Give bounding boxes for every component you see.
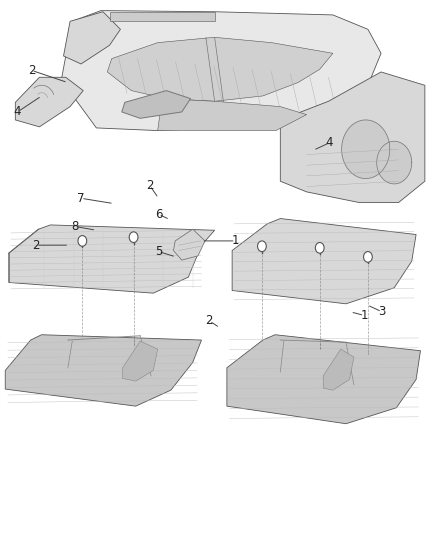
Text: 8: 8 <box>72 220 79 233</box>
Text: 7: 7 <box>77 192 85 205</box>
Polygon shape <box>122 91 191 118</box>
Circle shape <box>258 241 266 252</box>
Polygon shape <box>107 37 333 101</box>
Text: 2: 2 <box>28 64 35 77</box>
Polygon shape <box>5 335 201 406</box>
Polygon shape <box>342 120 390 179</box>
Text: 5: 5 <box>155 245 162 258</box>
Circle shape <box>129 232 138 243</box>
Circle shape <box>364 252 372 262</box>
Polygon shape <box>227 335 420 424</box>
Text: 3: 3 <box>378 305 385 318</box>
Circle shape <box>78 236 87 246</box>
Polygon shape <box>61 11 381 131</box>
Text: 1: 1 <box>232 235 240 247</box>
Polygon shape <box>64 12 120 64</box>
Polygon shape <box>232 219 416 304</box>
Polygon shape <box>323 349 354 390</box>
Text: 6: 6 <box>155 208 162 221</box>
Text: 4: 4 <box>325 136 333 149</box>
Text: 2: 2 <box>32 239 40 252</box>
Text: 2: 2 <box>205 314 213 327</box>
Polygon shape <box>15 77 83 127</box>
Polygon shape <box>173 229 205 260</box>
Polygon shape <box>110 12 215 21</box>
Polygon shape <box>123 341 158 381</box>
Text: 2: 2 <box>146 179 154 192</box>
Text: 4: 4 <box>14 106 21 118</box>
Polygon shape <box>9 225 215 293</box>
Polygon shape <box>280 72 425 203</box>
Text: 1: 1 <box>360 309 368 322</box>
Circle shape <box>315 243 324 253</box>
Polygon shape <box>377 141 412 184</box>
Polygon shape <box>158 99 307 131</box>
